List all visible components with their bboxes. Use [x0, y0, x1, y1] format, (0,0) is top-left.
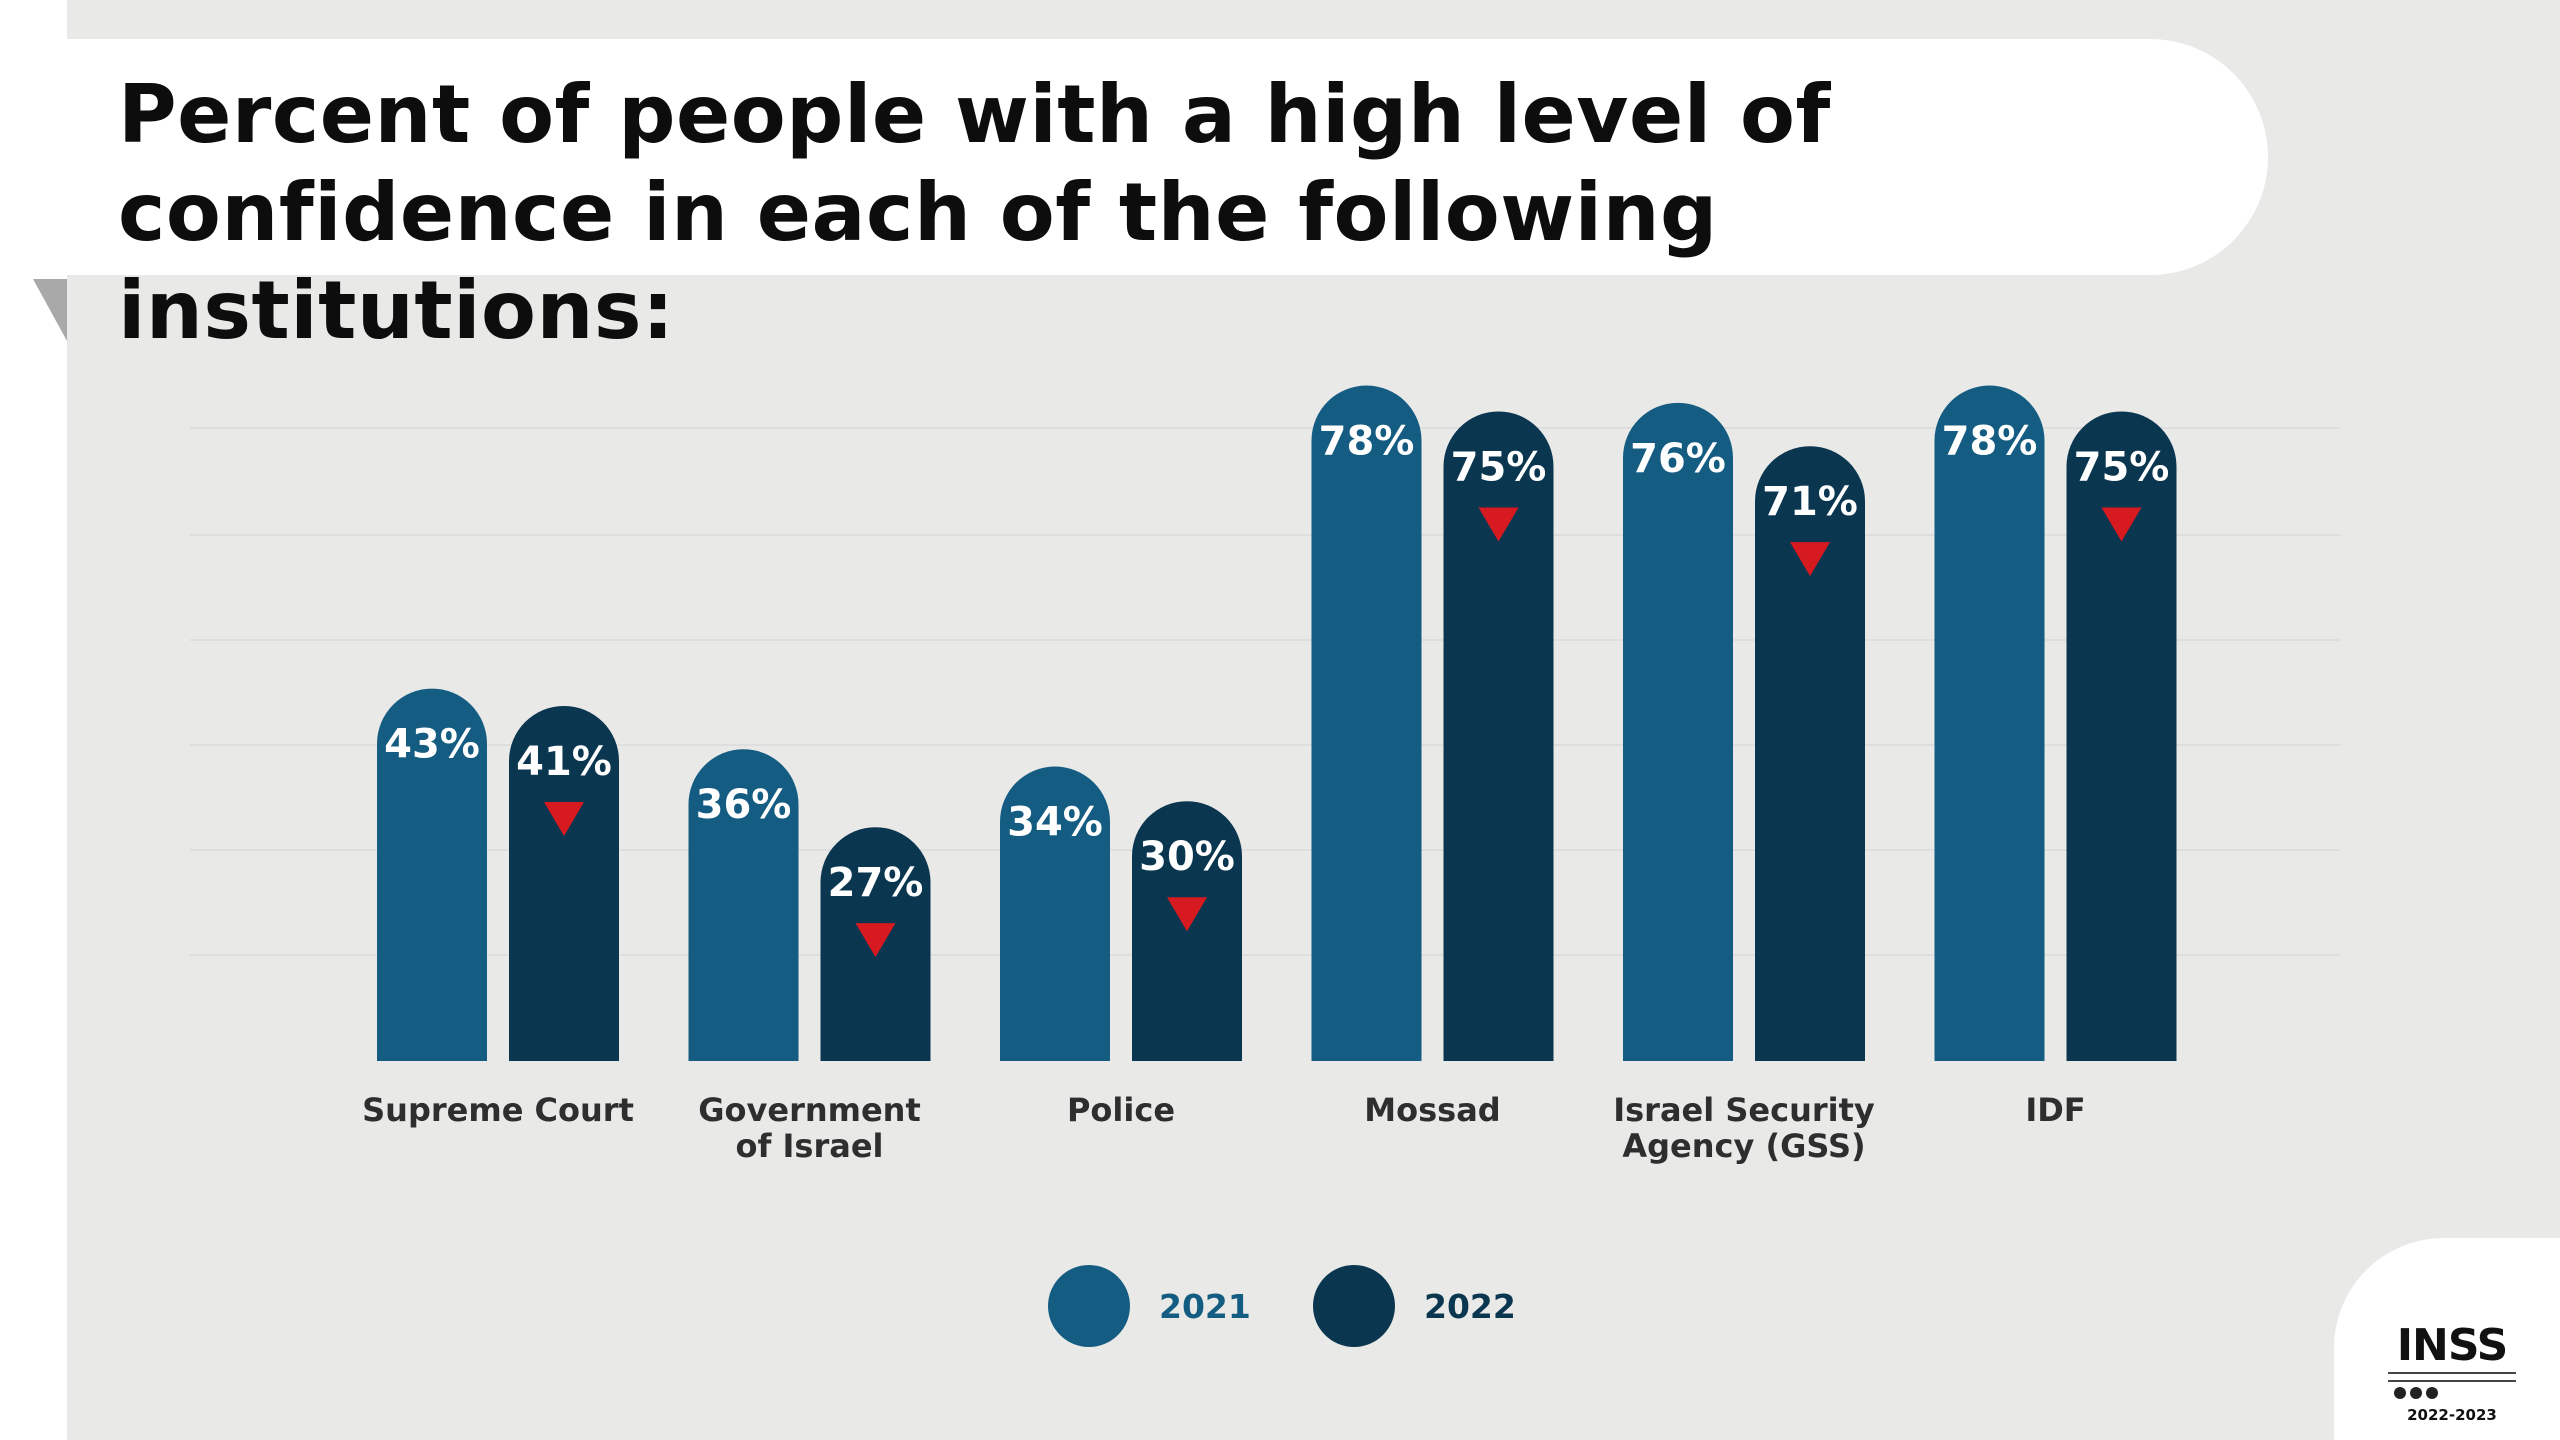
- category-label-2: Police: [1067, 1091, 1175, 1129]
- title-banner: [0, 39, 2268, 275]
- logo-mark-icon: [2394, 1384, 2504, 1399]
- bar-0-4: [1623, 402, 1733, 1062]
- legend-label-2022: 2022: [1424, 1287, 1516, 1326]
- value-label-0-3: 78%: [1319, 419, 1415, 465]
- decrease-arrow-icon-0: [544, 801, 584, 836]
- inss-logo: INSS: [2396, 1320, 2509, 1371]
- logo-badge: [2334, 1238, 2560, 1440]
- bar-1-3: [1443, 411, 1554, 1061]
- bar-1-4: [1755, 446, 1865, 1061]
- category-label-0: Supreme Court: [362, 1091, 634, 1129]
- value-label-1-0: 41%: [516, 739, 612, 785]
- category-label-1: Government of Israel: [698, 1091, 921, 1165]
- value-label-0-4: 76%: [1630, 436, 1726, 482]
- category-label-5: IDF: [2025, 1091, 2085, 1129]
- legend-swatch-2021: [1048, 1265, 1130, 1347]
- decrease-arrow-icon-4: [1790, 542, 1830, 577]
- bar-1-5: [2066, 411, 2177, 1061]
- value-label-0-1: 36%: [696, 782, 792, 828]
- chart-title: Percent of people with a high level of c…: [118, 68, 1831, 357]
- decrease-arrow-icon-5: [2101, 507, 2142, 542]
- bar-0-2: [1000, 766, 1110, 1061]
- bar-1-0: [509, 705, 619, 1061]
- category-label-3: Mossad: [1364, 1091, 1500, 1129]
- category-label-4: Israel Security Agency (GSS): [1613, 1091, 1875, 1165]
- value-label-0-5: 78%: [1942, 419, 2038, 465]
- bar-0-0: [377, 688, 487, 1061]
- value-label-1-1: 27%: [828, 860, 924, 906]
- value-label-1-4: 71%: [1762, 479, 1858, 525]
- title-banner-tab: [33, 279, 67, 341]
- bar-0-3: [1311, 385, 1422, 1061]
- decrease-arrow-icon-2: [1167, 897, 1207, 932]
- bar-0-5: [1934, 385, 2045, 1061]
- value-label-1-3: 75%: [1451, 445, 1547, 491]
- decrease-arrow-icon-1: [855, 923, 896, 958]
- value-label-0-0: 43%: [384, 722, 480, 768]
- value-label-0-2: 34%: [1007, 800, 1103, 846]
- legend-label-2021: 2021: [1159, 1287, 1251, 1326]
- value-label-1-2: 30%: [1139, 834, 1235, 880]
- decrease-arrow-icon-3: [1478, 507, 1519, 542]
- value-label-1-5: 75%: [2074, 445, 2170, 491]
- bar-0-1: [688, 749, 799, 1061]
- logo-years: 2022-2023: [2407, 1406, 2497, 1424]
- logo-rule: [2388, 1372, 2516, 1382]
- legend-swatch-2022: [1313, 1265, 1395, 1347]
